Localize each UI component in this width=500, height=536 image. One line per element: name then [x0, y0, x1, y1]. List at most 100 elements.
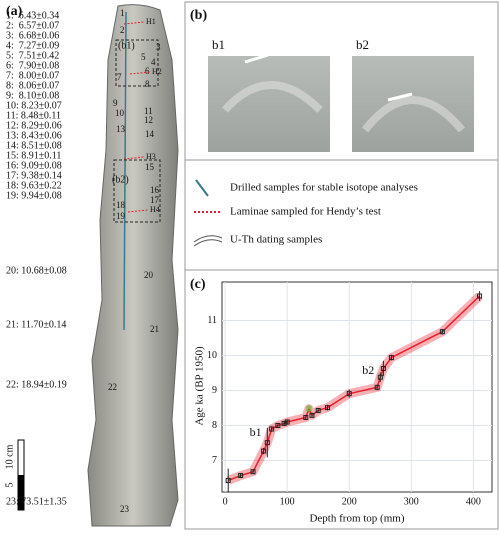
sample-age: 14: 8.51±0.08: [6, 140, 62, 151]
y-tick-label: 8: [212, 420, 217, 431]
annotation: b1: [250, 425, 262, 439]
sample-marker: 18: [116, 200, 126, 210]
inset-label: (b2): [112, 174, 129, 185]
data-point: [477, 293, 483, 299]
sample-marker: 21: [150, 324, 159, 334]
data-point: [303, 414, 309, 420]
sample-marker: 20: [144, 270, 154, 280]
data-point: [346, 391, 352, 397]
legend-text: Drilled samples for stable isotope analy…: [230, 182, 418, 194]
sample-age: 2: 6.57±0.07: [6, 20, 59, 31]
sample-trace: [387, 92, 413, 102]
inset-box: [113, 159, 161, 223]
sample-age: 23: 73.51±1.35: [6, 496, 67, 507]
sample-age: 8: 8.06±0.07: [6, 80, 59, 91]
sample-marker: 1: [120, 8, 125, 18]
sample-age: 20: 10.68±0.08: [6, 265, 67, 276]
sample-marker: 7: [117, 72, 122, 82]
sample-marker: 11: [144, 106, 153, 116]
data-point: [380, 365, 386, 371]
y-tick-label: 10: [207, 350, 217, 361]
hendy-label: H1: [146, 17, 156, 26]
sample-age: 12: 8.29±0.06: [6, 120, 62, 131]
x-tick-label: 0: [223, 496, 228, 507]
y-tick-label: 11: [207, 315, 217, 326]
sample-marker: 10: [115, 108, 125, 118]
data-point: [269, 426, 275, 432]
data-point: [325, 405, 331, 411]
sample-marker: 2: [120, 25, 125, 35]
sample-marker: 19: [116, 211, 126, 221]
data-point: [250, 469, 256, 475]
photo-label: b2: [356, 37, 369, 52]
stalagmite: [87, 4, 179, 527]
scale-label: 10 cm: [4, 444, 15, 469]
data-point: [315, 407, 321, 413]
inset-box: [115, 39, 159, 87]
legend-icon: [195, 179, 209, 197]
data-point: [377, 374, 383, 380]
sample-marker: 22: [108, 382, 117, 392]
sample-age: 16: 9.09±0.08: [6, 160, 62, 171]
sample-age: 15: 8.91±0.11: [6, 150, 61, 161]
data-point: [261, 448, 267, 454]
right-frame: [184, 1, 499, 530]
panel-label: (b): [190, 8, 207, 23]
x-axis-label: Depth from top (mm): [309, 513, 404, 525]
photo-texture: [222, 81, 323, 113]
legend-text: U-Th dating samples: [230, 234, 322, 246]
legend-text: Laminae sampled for Hendy’s test: [230, 206, 381, 218]
sample-age: 13: 8.43±0.06: [6, 130, 62, 141]
data-point: [439, 329, 445, 335]
hendy-label: H2: [152, 67, 162, 76]
data-point: [238, 473, 244, 479]
data-point: [275, 423, 281, 428]
sample-marker: 16: [150, 185, 160, 195]
sample-marker: 8: [145, 79, 150, 89]
sample-marker: 23: [120, 504, 130, 514]
sample-marker: 6: [145, 66, 150, 76]
y-axis-label: Age ka (BP 1950): [194, 346, 206, 426]
sample-age: 6: 7.90±0.08: [6, 60, 59, 71]
data-point: [284, 419, 290, 425]
sample-age: 11: 8.48±0.11: [6, 110, 61, 121]
data-point: [388, 355, 394, 361]
data-point: [264, 440, 270, 446]
sample-age: 17: 9.38±0.14: [6, 170, 62, 181]
sample-age: 7: 8.00±0.07: [6, 70, 59, 81]
sample-age: 10: 8.23±0.07: [6, 100, 62, 111]
inset-label: (b1): [118, 40, 135, 51]
x-tick-label: 300: [404, 496, 419, 507]
sample-marker: 3: [156, 42, 161, 52]
sample-age: 19: 9.94±0.08: [6, 190, 62, 201]
sample-marker: 13: [116, 124, 126, 134]
y-tick-label: 7: [212, 455, 217, 466]
sample-age: 1: 6.43±0.34: [6, 10, 59, 21]
hendy-label: H4: [150, 205, 160, 214]
photo-texture: [361, 96, 466, 133]
sample-age: 5: 7.51±0.42: [6, 50, 59, 61]
annotation: b2: [362, 363, 374, 377]
sample-marker: 5: [141, 52, 146, 62]
panel-label: (a): [6, 4, 23, 19]
drill-line: [123, 11, 127, 331]
sample-marker: 12: [144, 115, 153, 125]
scale-label: 5: [4, 483, 15, 488]
data-point: [309, 412, 315, 418]
legend-icon: [193, 235, 223, 247]
photo-label: b1: [212, 37, 225, 52]
sample-marker: 14: [145, 129, 155, 139]
scale-bar-fill: [18, 475, 24, 510]
data-point: [306, 406, 312, 412]
data-point: [281, 420, 287, 426]
sample-age: 4: 7.27±0.09: [6, 40, 59, 51]
sample-marker: 9: [113, 98, 118, 108]
sample-trace: [244, 53, 269, 64]
data-point: [225, 477, 231, 483]
x-tick-label: 100: [280, 496, 295, 507]
sample-age: 18: 9.63±0.22: [6, 180, 62, 191]
x-tick-label: 200: [342, 496, 357, 507]
hendy-label: H3: [146, 152, 156, 161]
sample-marker: 15: [145, 162, 155, 172]
